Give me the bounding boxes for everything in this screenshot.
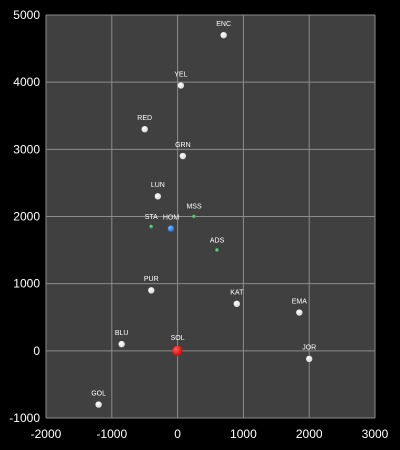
point-lun xyxy=(154,193,162,200)
point-label-yel: YEL xyxy=(174,71,187,78)
point-label-mss: MSS xyxy=(186,204,202,211)
x-tick-label: 2000 xyxy=(296,427,323,441)
grid-lines xyxy=(45,14,376,419)
point-sol xyxy=(172,345,183,356)
point-label-kat: KAT xyxy=(230,290,244,297)
x-tick-label: -1000 xyxy=(96,427,127,441)
y-tick-label: 0 xyxy=(33,344,40,358)
point-hom xyxy=(167,225,175,232)
y-tick-label: 3000 xyxy=(13,142,40,156)
point-enc xyxy=(220,31,227,39)
point-label-ema: EMA xyxy=(292,298,308,305)
point-grn xyxy=(179,152,187,160)
point-gol xyxy=(95,401,102,408)
point-label-jor: JOR xyxy=(302,345,316,352)
point-mss xyxy=(192,214,196,219)
point-label-grn: GRN xyxy=(175,142,191,149)
point-labels: ENC YEL RED GRN LUN MSS STA HOM ADS PUR KAT EMA BLU S… xyxy=(91,21,316,397)
point-label-hom: HOM xyxy=(163,214,180,221)
y-tick-label: 1000 xyxy=(13,277,40,291)
point-ema xyxy=(296,309,303,316)
x-tick-label: 3000 xyxy=(362,427,389,441)
point-pur xyxy=(148,287,155,294)
point-label-pur: PUR xyxy=(144,276,159,283)
x-tick-label: 1000 xyxy=(230,427,257,441)
point-label-lun: LUN xyxy=(151,182,165,189)
point-red xyxy=(141,125,148,133)
point-label-red: RED xyxy=(137,115,152,122)
point-jor xyxy=(306,355,313,363)
y-axis-tick-labels: -1000 0 1000 2000 3000 4000 5000 xyxy=(9,8,40,425)
point-sta xyxy=(149,224,154,229)
y-tick-label: 4000 xyxy=(13,75,40,89)
point-kat xyxy=(233,300,241,308)
x-tick-label: 0 xyxy=(174,427,181,441)
point-label-sta: STA xyxy=(145,214,158,221)
point-label-sol: SOL xyxy=(171,335,185,342)
point-label-enc: ENC xyxy=(216,21,231,28)
y-tick-label: 5000 xyxy=(13,8,40,22)
point-blu xyxy=(118,340,125,348)
point-label-ads: ADS xyxy=(210,237,225,244)
point-label-gol: GOL xyxy=(91,390,106,397)
y-tick-label: 2000 xyxy=(13,210,40,224)
point-label-blu: BLU xyxy=(115,330,129,337)
point-yel xyxy=(177,82,185,89)
point-ads xyxy=(215,248,219,252)
x-axis-tick-labels: -2000 -1000 0 1000 2000 3000 xyxy=(31,427,389,441)
y-tick-label: -1000 xyxy=(9,411,40,425)
x-tick-label: -2000 xyxy=(31,427,62,441)
data-points xyxy=(95,31,313,408)
